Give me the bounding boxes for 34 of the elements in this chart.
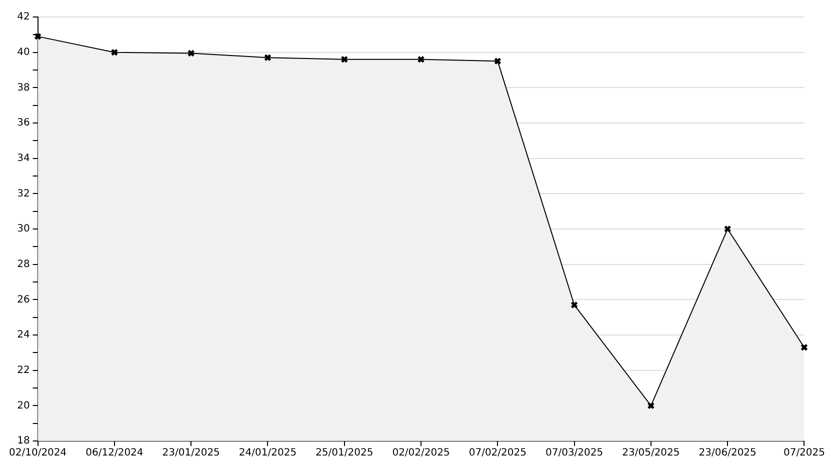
x-tick-label: 23/06/2025 — [698, 448, 756, 459]
point — [800, 344, 808, 352]
x-tick-label: 07/02/2025 — [468, 448, 526, 459]
y-tick-label: 28 — [17, 258, 30, 270]
y-tick-label: 24 — [17, 330, 30, 341]
point — [340, 56, 348, 64]
y-tick-label: 20 — [17, 400, 30, 412]
point — [187, 49, 195, 57]
point — [264, 54, 272, 62]
y-tick-label: 40 — [17, 46, 30, 58]
x-tick-label: 07/03/2025 — [545, 448, 604, 459]
x-tick-label: 07/2025 — [783, 448, 825, 459]
x-tick-label: 06/12/2024 — [86, 448, 144, 459]
x-tick-label: 02/10/2024 — [9, 448, 67, 459]
x-tick-label: 23/05/2025 — [622, 448, 680, 459]
y-tick-label: 22 — [17, 364, 30, 376]
point — [494, 57, 502, 65]
y-tick-label: 42 — [17, 12, 30, 23]
point — [724, 225, 732, 233]
y-tick-label: 18 — [17, 436, 30, 447]
x-tick-label: 25/01/2025 — [316, 448, 374, 459]
x-tick-label: 24/01/2025 — [238, 448, 297, 459]
y-tick-label: 36 — [17, 118, 30, 129]
y-tick-label: 30 — [17, 224, 30, 235]
point — [647, 402, 655, 410]
x-tick-label: 02/02/2025 — [392, 448, 450, 459]
x-tick-label: 23/01/2025 — [162, 448, 220, 459]
y-tick-label: 26 — [17, 294, 30, 306]
y-tick-label: 32 — [17, 188, 30, 200]
point — [417, 56, 425, 64]
point — [110, 48, 118, 56]
y-tick-label: 34 — [17, 152, 30, 164]
y-tick-label: 38 — [17, 82, 30, 94]
point — [570, 301, 578, 309]
